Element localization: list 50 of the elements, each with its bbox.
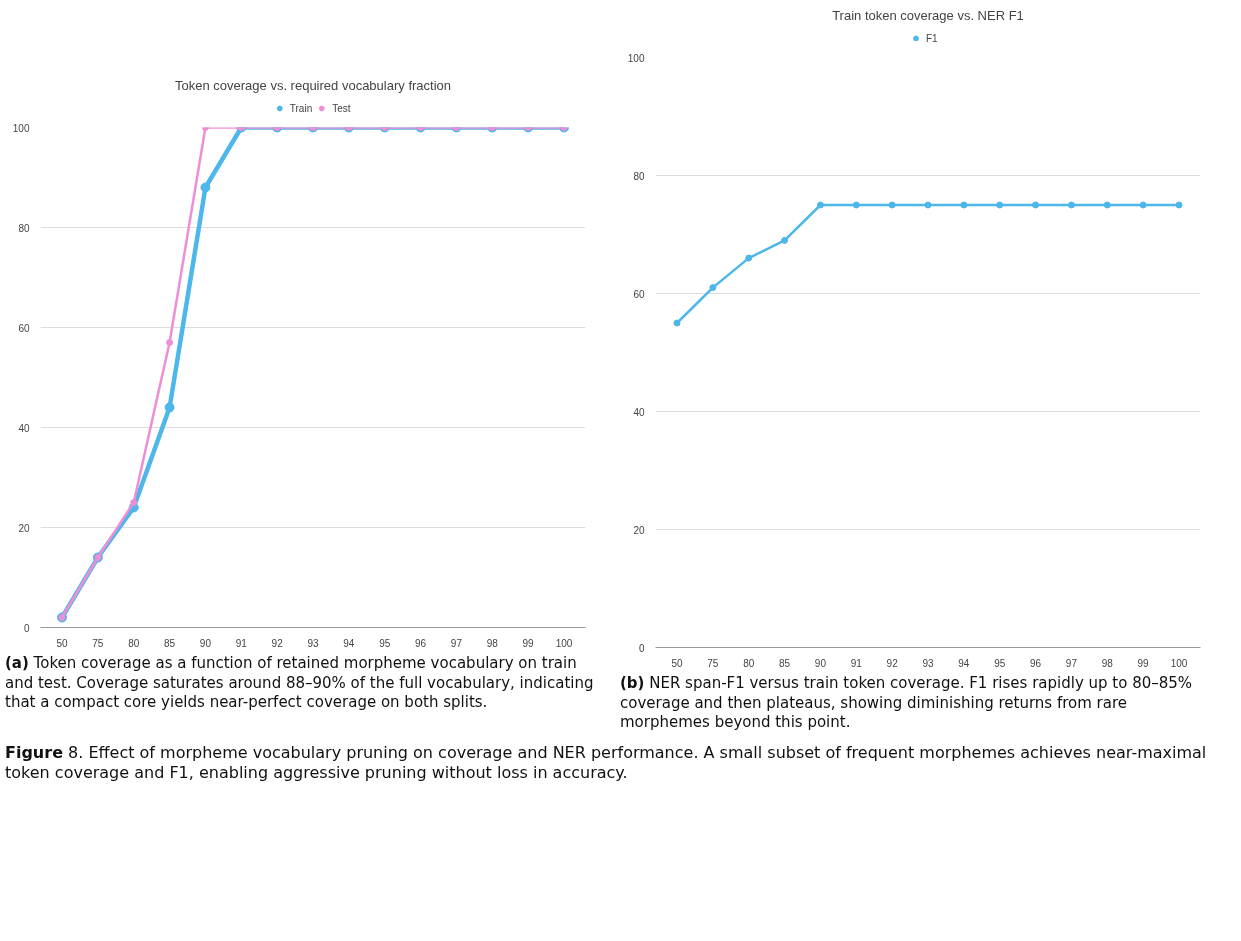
x-tick-label: 96	[415, 637, 427, 649]
x-tick-label: 97	[1065, 657, 1078, 669]
x-tick-label: 90	[199, 637, 212, 649]
y-tick-label: 100	[12, 122, 30, 134]
x-tick-label: 95	[994, 657, 1006, 669]
y-tick-label: 0	[638, 642, 645, 654]
text: (a) Token coverage as a function of retained morpheme vocabulary on train and test. Coverage saturates around 88–90% of the full vocabulary, indicating that a compact core yields near-perfect coverage on both splits.	[5, 654, 595, 713]
legend-label: F1	[926, 32, 939, 44]
x-tick-label: 95	[379, 637, 391, 649]
x-tick-label: 80	[128, 637, 140, 649]
y-tick-label: 60	[18, 322, 30, 334]
x-tick-label: 100	[1170, 657, 1188, 669]
y-tick-label: 80	[633, 170, 645, 182]
x-tick-label: 98	[1101, 657, 1114, 669]
x-tick-label: 97	[450, 637, 463, 649]
x-tick-label: 93	[922, 657, 934, 669]
caption: Figure 8. Effect of morpheme vocabulary pruning on coverage and NER performance. A small subset of frequent morphemes achieves near-maximal token coverage and F1, enabling aggressive pruning without loss in accuracy.	[5, 742, 1208, 785]
x-tick-label: 50	[671, 657, 684, 669]
x-tick-label: 94	[343, 637, 355, 649]
x-tick-label: 90	[814, 657, 827, 669]
x-tick-label: 91	[850, 657, 863, 669]
x-tick-label: 91	[235, 637, 248, 649]
x-tick-label: 85	[164, 637, 176, 649]
y-tick-label: 40	[18, 422, 30, 434]
y-tick-label: 80	[18, 222, 30, 234]
chart-title: Train token coverage vs. NER F1	[832, 7, 1024, 23]
legend-label: Test	[332, 102, 352, 114]
x-tick-label: 80	[743, 657, 755, 669]
y-tick-label: 40	[633, 406, 645, 418]
x-tick-label: 85	[779, 657, 791, 669]
x-tick-label: 92	[271, 637, 284, 649]
x-tick-label: 98	[486, 637, 499, 649]
y-tick-label: 20	[633, 524, 645, 536]
y-tick-label: 0	[23, 622, 30, 634]
y-tick-label: 60	[633, 288, 645, 300]
x-tick-label: 99	[1137, 657, 1150, 669]
chart-title: Token coverage vs. required vocabulary fraction	[174, 77, 452, 93]
x-tick-label: 99	[522, 637, 535, 649]
x-tick-label: 94	[958, 657, 970, 669]
x-tick-label: 50	[56, 637, 69, 649]
x-tick-label: 93	[307, 637, 319, 649]
x-tick-label: 75	[92, 637, 104, 649]
text: (b) NER span-F1 versus train token coverage. F1 rises rapidly up to 80–85% coverage and then plateaus, showing diminishing returns from rare morphemes beyond this point.	[620, 674, 1194, 733]
legend-label: Train	[289, 102, 313, 114]
x-tick-label: 92	[886, 657, 899, 669]
x-tick-label: 100	[555, 637, 573, 649]
y-tick-label: 20	[18, 522, 30, 534]
y-tick-label: 100	[627, 52, 645, 64]
x-tick-label: 75	[707, 657, 719, 669]
x-tick-label: 96	[1030, 657, 1042, 669]
